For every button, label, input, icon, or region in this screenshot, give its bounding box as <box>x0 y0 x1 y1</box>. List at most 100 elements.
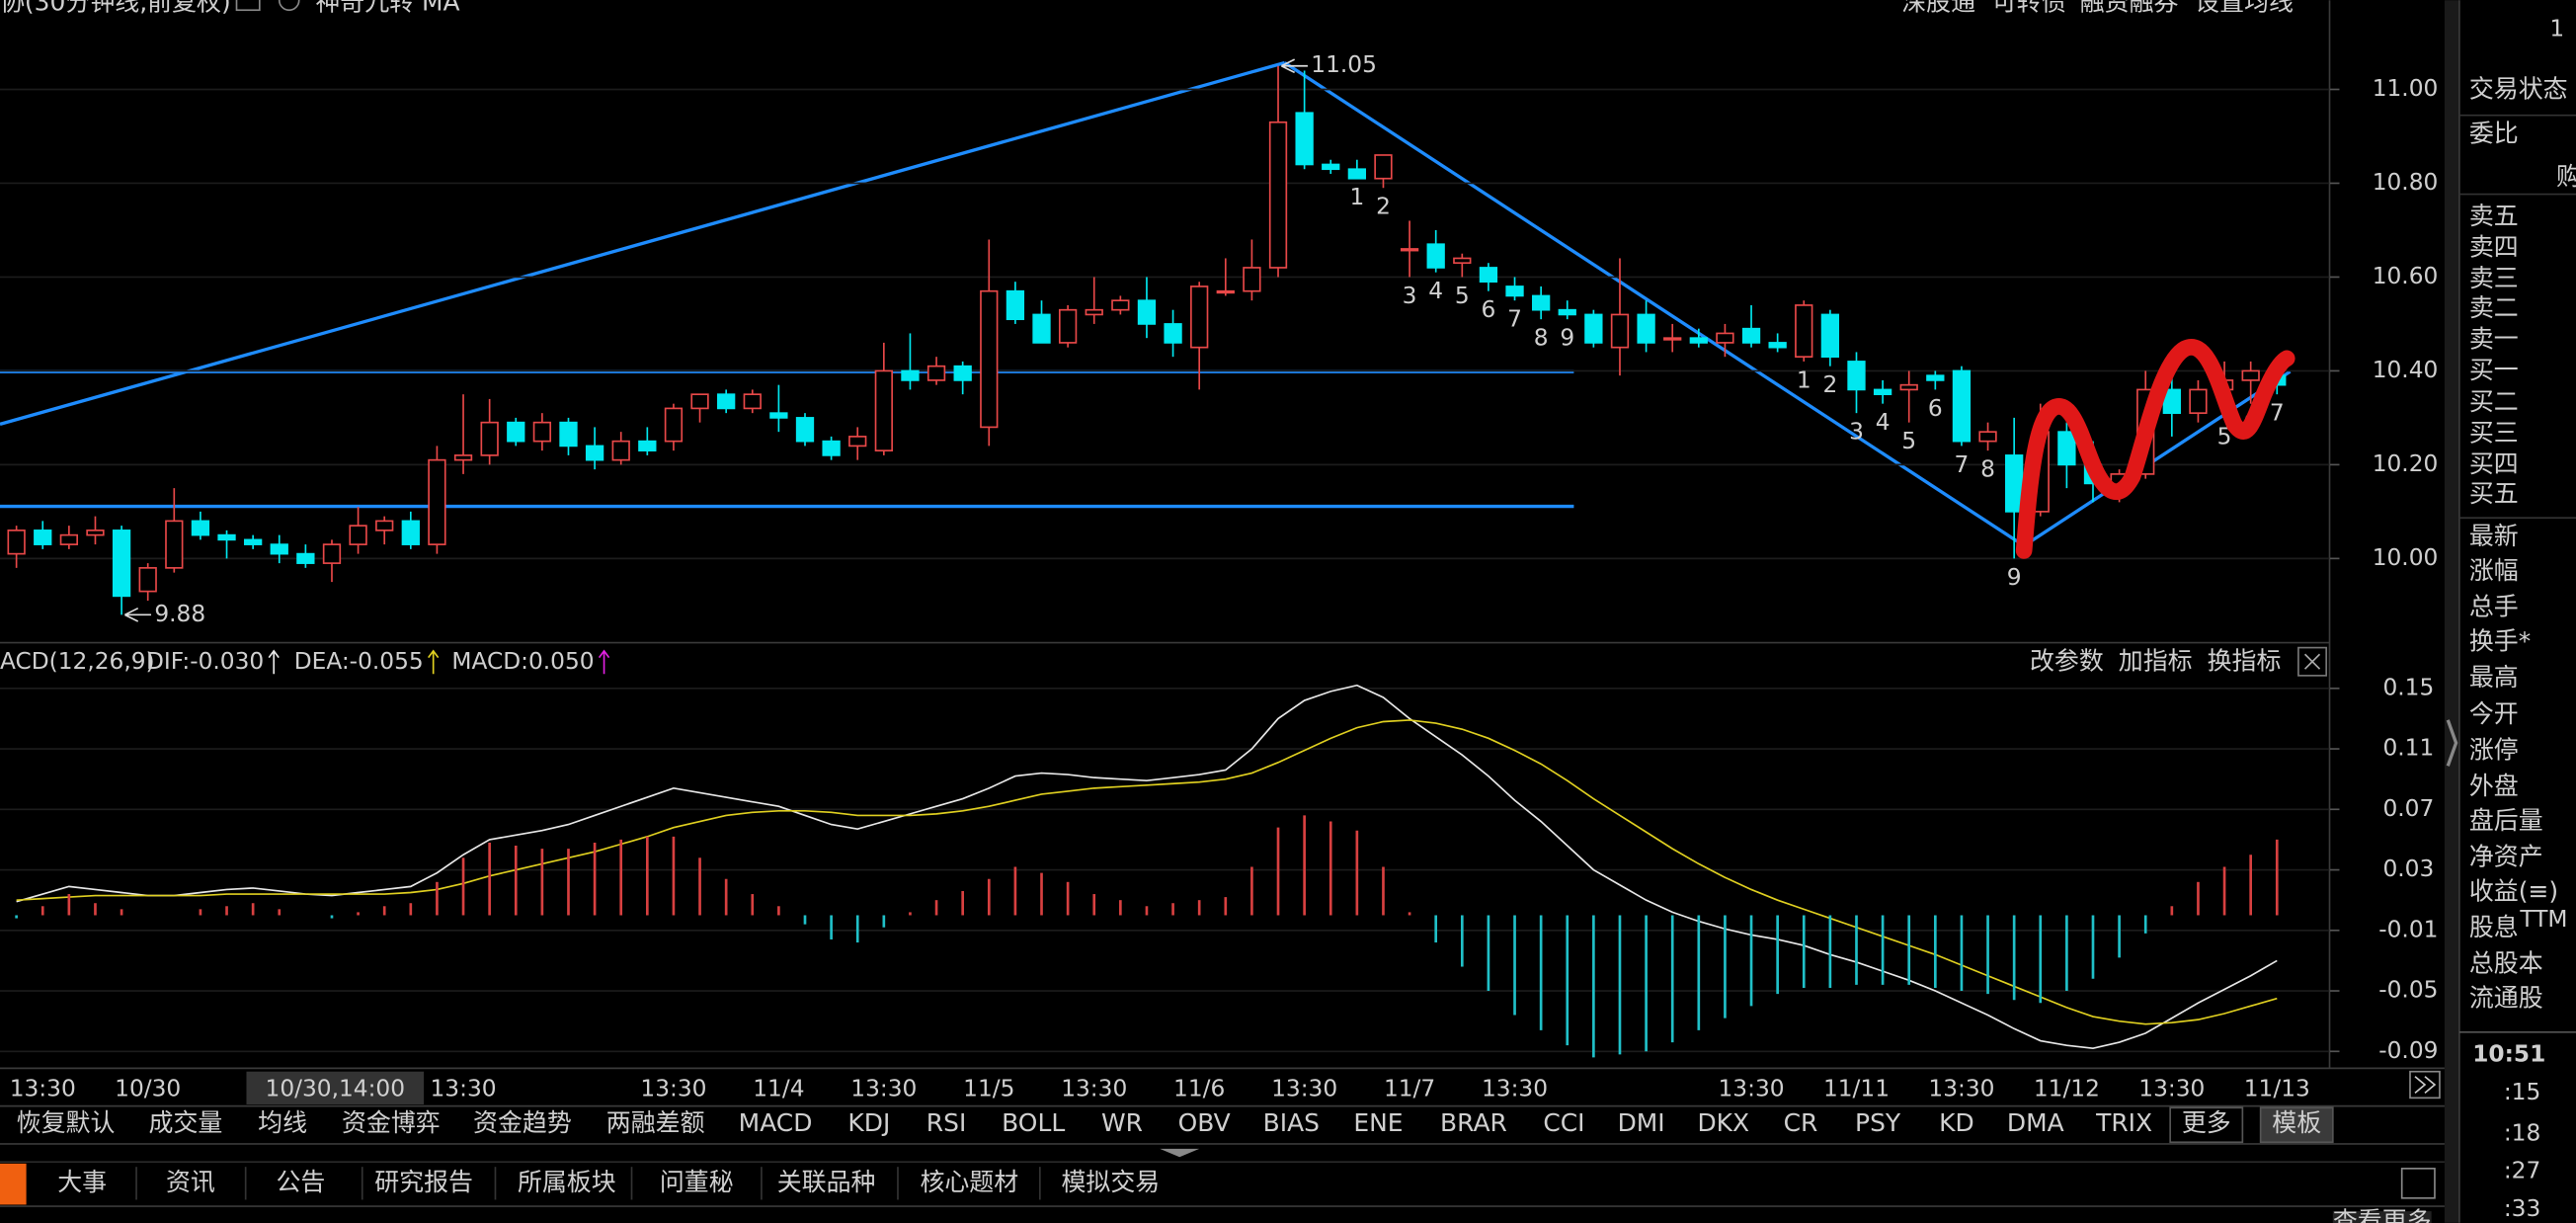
time-tick: :33 <box>2504 1195 2540 1222</box>
quote-label: 买一 <box>2469 356 2519 384</box>
x-tick-label: 13:30 <box>1928 1076 1994 1102</box>
candle-body <box>322 543 342 564</box>
candle-body <box>217 533 236 541</box>
indicator-tab[interactable]: WR <box>1101 1108 1143 1137</box>
quote-label: 委比 <box>2469 120 2519 148</box>
indicator-tool[interactable]: 换指标 <box>2208 647 2282 676</box>
indicator-tab[interactable]: 两融差额 <box>606 1108 705 1137</box>
indicator-tab[interactable]: 恢复默认 <box>17 1108 116 1137</box>
y-tick-label: -0.05 <box>2378 977 2438 1004</box>
close-button[interactable] <box>2297 646 2328 677</box>
side-handle[interactable] <box>2444 0 2459 1223</box>
indicator-tab[interactable]: BIAS <box>1263 1108 1320 1137</box>
candle-body <box>428 458 446 545</box>
macd-line <box>16 684 2278 1050</box>
header-link[interactable]: 可转债 <box>1992 0 2066 17</box>
info-tab[interactable]: 所属板块 <box>518 1168 616 1196</box>
indicator-tab[interactable]: KD <box>1939 1108 1974 1137</box>
tab-box[interactable] <box>2259 1106 2334 1144</box>
info-tab[interactable]: 关联品种 <box>777 1168 876 1196</box>
info-tab[interactable]: 核心题材 <box>920 1168 1018 1196</box>
macd-line <box>16 719 2278 1025</box>
quote-label: 净资产 <box>2469 842 2543 870</box>
y-tick-label: 11.00 <box>2373 75 2439 102</box>
splitter-grip[interactable] <box>1160 1148 1200 1158</box>
x-tick-label: 13:30 <box>1719 1076 1785 1102</box>
expand-box[interactable] <box>2409 1070 2441 1100</box>
x-tick-label: 13:30 <box>2138 1076 2205 1102</box>
sequence-label: 1 <box>1349 184 1364 210</box>
indicator-tab[interactable]: TRIX <box>2095 1108 2152 1137</box>
candle-body <box>349 525 367 545</box>
quote-label: 涨幅 <box>2469 556 2519 585</box>
indicator-tab[interactable]: MACD <box>739 1108 813 1137</box>
download-icon[interactable] <box>2400 1168 2436 1199</box>
candle-body <box>848 436 867 448</box>
tab-box[interactable] <box>2169 1106 2244 1144</box>
indicator-tab[interactable]: PSY <box>1855 1108 1901 1137</box>
info-tab[interactable]: 模拟交易 <box>1061 1168 1160 1196</box>
indicator-tab[interactable]: BRAR <box>1440 1108 1507 1137</box>
x-axis: 13:3010/30113:3013:3011/413:3011/513:301… <box>10 1071 2310 1104</box>
candle-body <box>1295 112 1314 166</box>
high-marker: 11.05 <box>1311 51 1377 78</box>
indicator-tool[interactable]: 改参数 <box>2030 647 2104 676</box>
quote-label: 外盘 <box>2469 772 2519 800</box>
indicator-tab[interactable]: BOLL <box>1002 1108 1065 1137</box>
indicator-tab[interactable]: 更多 <box>2182 1108 2231 1137</box>
candle-body <box>375 520 394 531</box>
candle-body <box>1689 337 1708 344</box>
info-tab[interactable]: 问董秘 <box>660 1168 734 1196</box>
settings-icon[interactable] <box>278 0 300 12</box>
indicator-tab[interactable]: RSI <box>926 1108 967 1137</box>
candle-body <box>34 530 52 545</box>
indicator-tab[interactable]: DMA <box>2007 1108 2064 1137</box>
collapse-arrow[interactable] <box>2446 719 2458 767</box>
header-link[interactable]: 融资融券 <box>2080 0 2179 17</box>
indicator-tab[interactable]: ENE <box>1353 1108 1403 1137</box>
candle-body <box>1558 308 1576 316</box>
indicator-tab[interactable]: 模板 <box>2272 1108 2321 1137</box>
indicator-tool[interactable]: 加指标 <box>2119 647 2193 676</box>
indicator-tab[interactable]: CR <box>1784 1108 1818 1137</box>
indicator-tab[interactable]: 资金博弈 <box>342 1108 441 1137</box>
legend-arrow <box>268 649 280 675</box>
buy-hint: 购 <box>2556 162 2576 191</box>
expand-icon[interactable] <box>2414 1076 2437 1094</box>
indicator-tab[interactable]: 资金趋势 <box>473 1108 572 1137</box>
trend-line <box>0 60 1286 426</box>
candle-body <box>2057 431 2076 466</box>
more-button[interactable] <box>2332 1211 2432 1223</box>
indicator-tab[interactable]: 均线 <box>258 1108 307 1137</box>
candle-body <box>1952 369 1972 443</box>
macd-chart: 0.15 0.11 0.07 0.03 -0.01 -0.05 -0.09 ACD(12,26… <box>0 647 2438 1064</box>
x-tick-label: 11/5 <box>963 1076 1014 1102</box>
info-tab[interactable]: 研究报告 <box>374 1168 473 1196</box>
x-tick-label: 11/4 <box>753 1076 804 1102</box>
info-tabs: 大事 资讯 公告 研究报告 所属板块 问董秘 关联品种 核心题材 模拟交易 <box>57 1167 1160 1200</box>
indicator-tab[interactable]: CCI <box>1543 1108 1584 1137</box>
info-tab[interactable]: 资讯 <box>166 1168 215 1196</box>
indicator-tab[interactable]: OBV <box>1178 1108 1231 1137</box>
indicator-tab[interactable]: DKX <box>1697 1108 1749 1137</box>
info-tab[interactable]: 大事 <box>57 1168 107 1196</box>
candle-body <box>1820 313 1840 359</box>
more-link[interactable]: 查看更多 <box>2333 1207 2432 1223</box>
indicator-tab[interactable]: 成交量 <box>149 1108 223 1137</box>
close-icon[interactable] <box>2303 653 2321 670</box>
indicator-tab[interactable]: DMI <box>1618 1108 1665 1137</box>
sequence-label: 3 <box>1849 419 1864 446</box>
candle-body <box>86 530 105 536</box>
indicator-tab[interactable]: KDJ <box>847 1108 890 1137</box>
candle-body <box>795 417 815 443</box>
quote-label: 卖二 <box>2469 293 2519 322</box>
info-tab[interactable]: 公告 <box>276 1168 325 1196</box>
header-link[interactable]: 深股通 <box>1901 0 1975 17</box>
header-link[interactable]: 设置均线 <box>2195 0 2294 17</box>
candle-body <box>1032 313 1051 344</box>
candle-body <box>1873 388 1892 395</box>
candle-body <box>1716 332 1734 344</box>
dropdown-icon[interactable] <box>235 0 261 12</box>
